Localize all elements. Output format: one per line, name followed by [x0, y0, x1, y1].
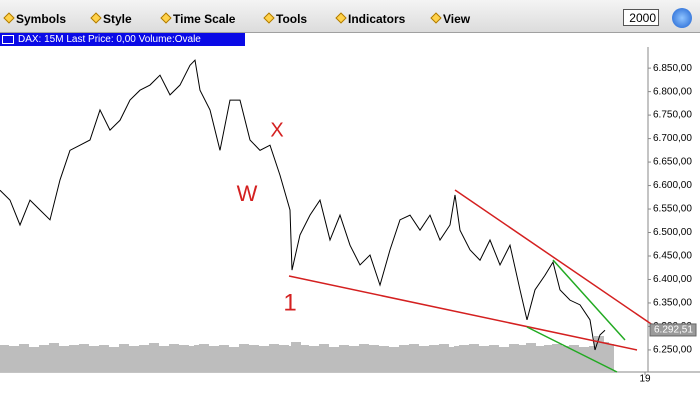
volume-bar — [534, 346, 544, 372]
menu-item[interactable]: Style — [92, 12, 132, 26]
annotation: X — [270, 119, 283, 141]
volume-bar — [0, 345, 9, 372]
volume-bar — [544, 345, 554, 372]
volume-bar — [399, 345, 409, 372]
y-tick-label: 6.700,00 — [653, 133, 692, 144]
volume-bar — [379, 346, 389, 372]
annotation: 1 — [283, 289, 296, 316]
last-price-box — [649, 323, 697, 337]
menu-item[interactable]: Indicators — [337, 12, 405, 26]
x-tick-label: 19 — [639, 374, 651, 385]
volume-bar — [349, 346, 359, 372]
volume-bar — [259, 346, 269, 372]
menu-item[interactable]: Time Scale — [162, 12, 235, 26]
volume-bar — [209, 346, 219, 372]
volume-bar — [559, 346, 569, 372]
y-tick-label: 6.500,00 — [653, 227, 692, 238]
price-line — [0, 59, 606, 351]
volume-bar — [39, 345, 49, 372]
y-tick-label: 6.800,00 — [653, 86, 692, 97]
volume-bar — [29, 347, 39, 372]
volume-bar — [309, 346, 319, 372]
menu-item[interactable]: Tools — [265, 12, 307, 26]
volume-bar — [319, 344, 329, 372]
volume-bar — [99, 345, 109, 372]
volume-bar — [299, 345, 309, 372]
volume-bar — [159, 346, 169, 372]
y-tick-label: 6.750,00 — [653, 110, 692, 121]
year-input[interactable]: 2000 — [623, 9, 659, 26]
volume-bar — [279, 345, 289, 372]
volume-bar — [291, 342, 301, 372]
header-icon — [2, 35, 14, 44]
y-tick-label: 6.450,00 — [653, 251, 692, 262]
volume-bar — [79, 344, 89, 372]
volume-bar — [419, 346, 429, 372]
volume-bar — [9, 346, 19, 372]
volume-bar — [179, 345, 189, 372]
volume-bar — [526, 343, 536, 372]
trend-line — [288, 275, 638, 351]
volume-bar — [489, 345, 499, 372]
volume-layer — [0, 336, 614, 372]
annotation: W — [237, 181, 258, 206]
chart-title: DAX: 15M Last Price: 0,00 Volume:Ovale — [18, 34, 201, 45]
volume-bar — [329, 347, 339, 372]
price-layer — [0, 59, 606, 351]
trend-line — [526, 326, 618, 373]
trend-line — [552, 259, 626, 341]
volume-bar — [359, 344, 369, 372]
volume-bar — [149, 343, 159, 372]
volume-bar — [219, 345, 229, 372]
trend-line — [454, 189, 661, 331]
refresh-button[interactable] — [672, 8, 692, 28]
chart-header: DAX: 15M Last Price: 0,00 Volume:Ovale — [0, 33, 245, 46]
volume-bar — [519, 345, 529, 372]
volume-bar — [459, 345, 469, 372]
volume-bar — [109, 347, 119, 372]
y-tick-label: 6.600,00 — [653, 180, 692, 191]
toolbar: Symbols Style Time Scale Tools Indicator… — [0, 0, 700, 33]
menu-item[interactable]: Symbols — [5, 12, 66, 26]
volume-bar — [49, 343, 59, 372]
volume-bar — [409, 344, 419, 372]
volume-bar — [169, 344, 179, 372]
volume-bar — [479, 346, 489, 372]
volume-bar — [499, 347, 509, 372]
volume-bar — [269, 344, 279, 372]
volume-bar — [19, 344, 29, 372]
volume-bar — [69, 345, 79, 372]
volume-bar — [59, 346, 69, 372]
volume-bar — [469, 344, 479, 372]
y-tick-label: 6.850,00 — [653, 63, 692, 74]
volume-bar — [199, 344, 209, 372]
volume-bar — [389, 347, 399, 372]
volume-bar — [229, 347, 239, 372]
volume-bar — [89, 346, 99, 372]
menu-item[interactable]: View — [432, 12, 470, 26]
volume-bar — [579, 347, 589, 372]
volume-bar — [369, 345, 379, 372]
volume-bar — [129, 346, 139, 372]
volume-bar — [552, 344, 562, 372]
y-tick-label: 6.350,00 — [653, 298, 692, 309]
volume-bar — [509, 344, 519, 372]
volume-bar — [339, 345, 349, 372]
y-tick-label: 6.650,00 — [653, 157, 692, 168]
last-price-label: 6.292,51 — [654, 325, 693, 336]
volume-bar — [119, 344, 129, 372]
volume-bar — [569, 345, 579, 372]
y-tick-label: 6.400,00 — [653, 274, 692, 285]
volume-bar — [429, 345, 439, 372]
plot-area — [0, 47, 648, 372]
volume-bar — [139, 345, 149, 372]
y-tick-label: 6.250,00 — [653, 345, 692, 356]
y-tick-label: 6.550,00 — [653, 204, 692, 215]
volume-bar — [604, 344, 614, 372]
volume-bar — [439, 344, 449, 372]
volume-bar — [249, 345, 259, 372]
volume-bar — [239, 344, 249, 372]
